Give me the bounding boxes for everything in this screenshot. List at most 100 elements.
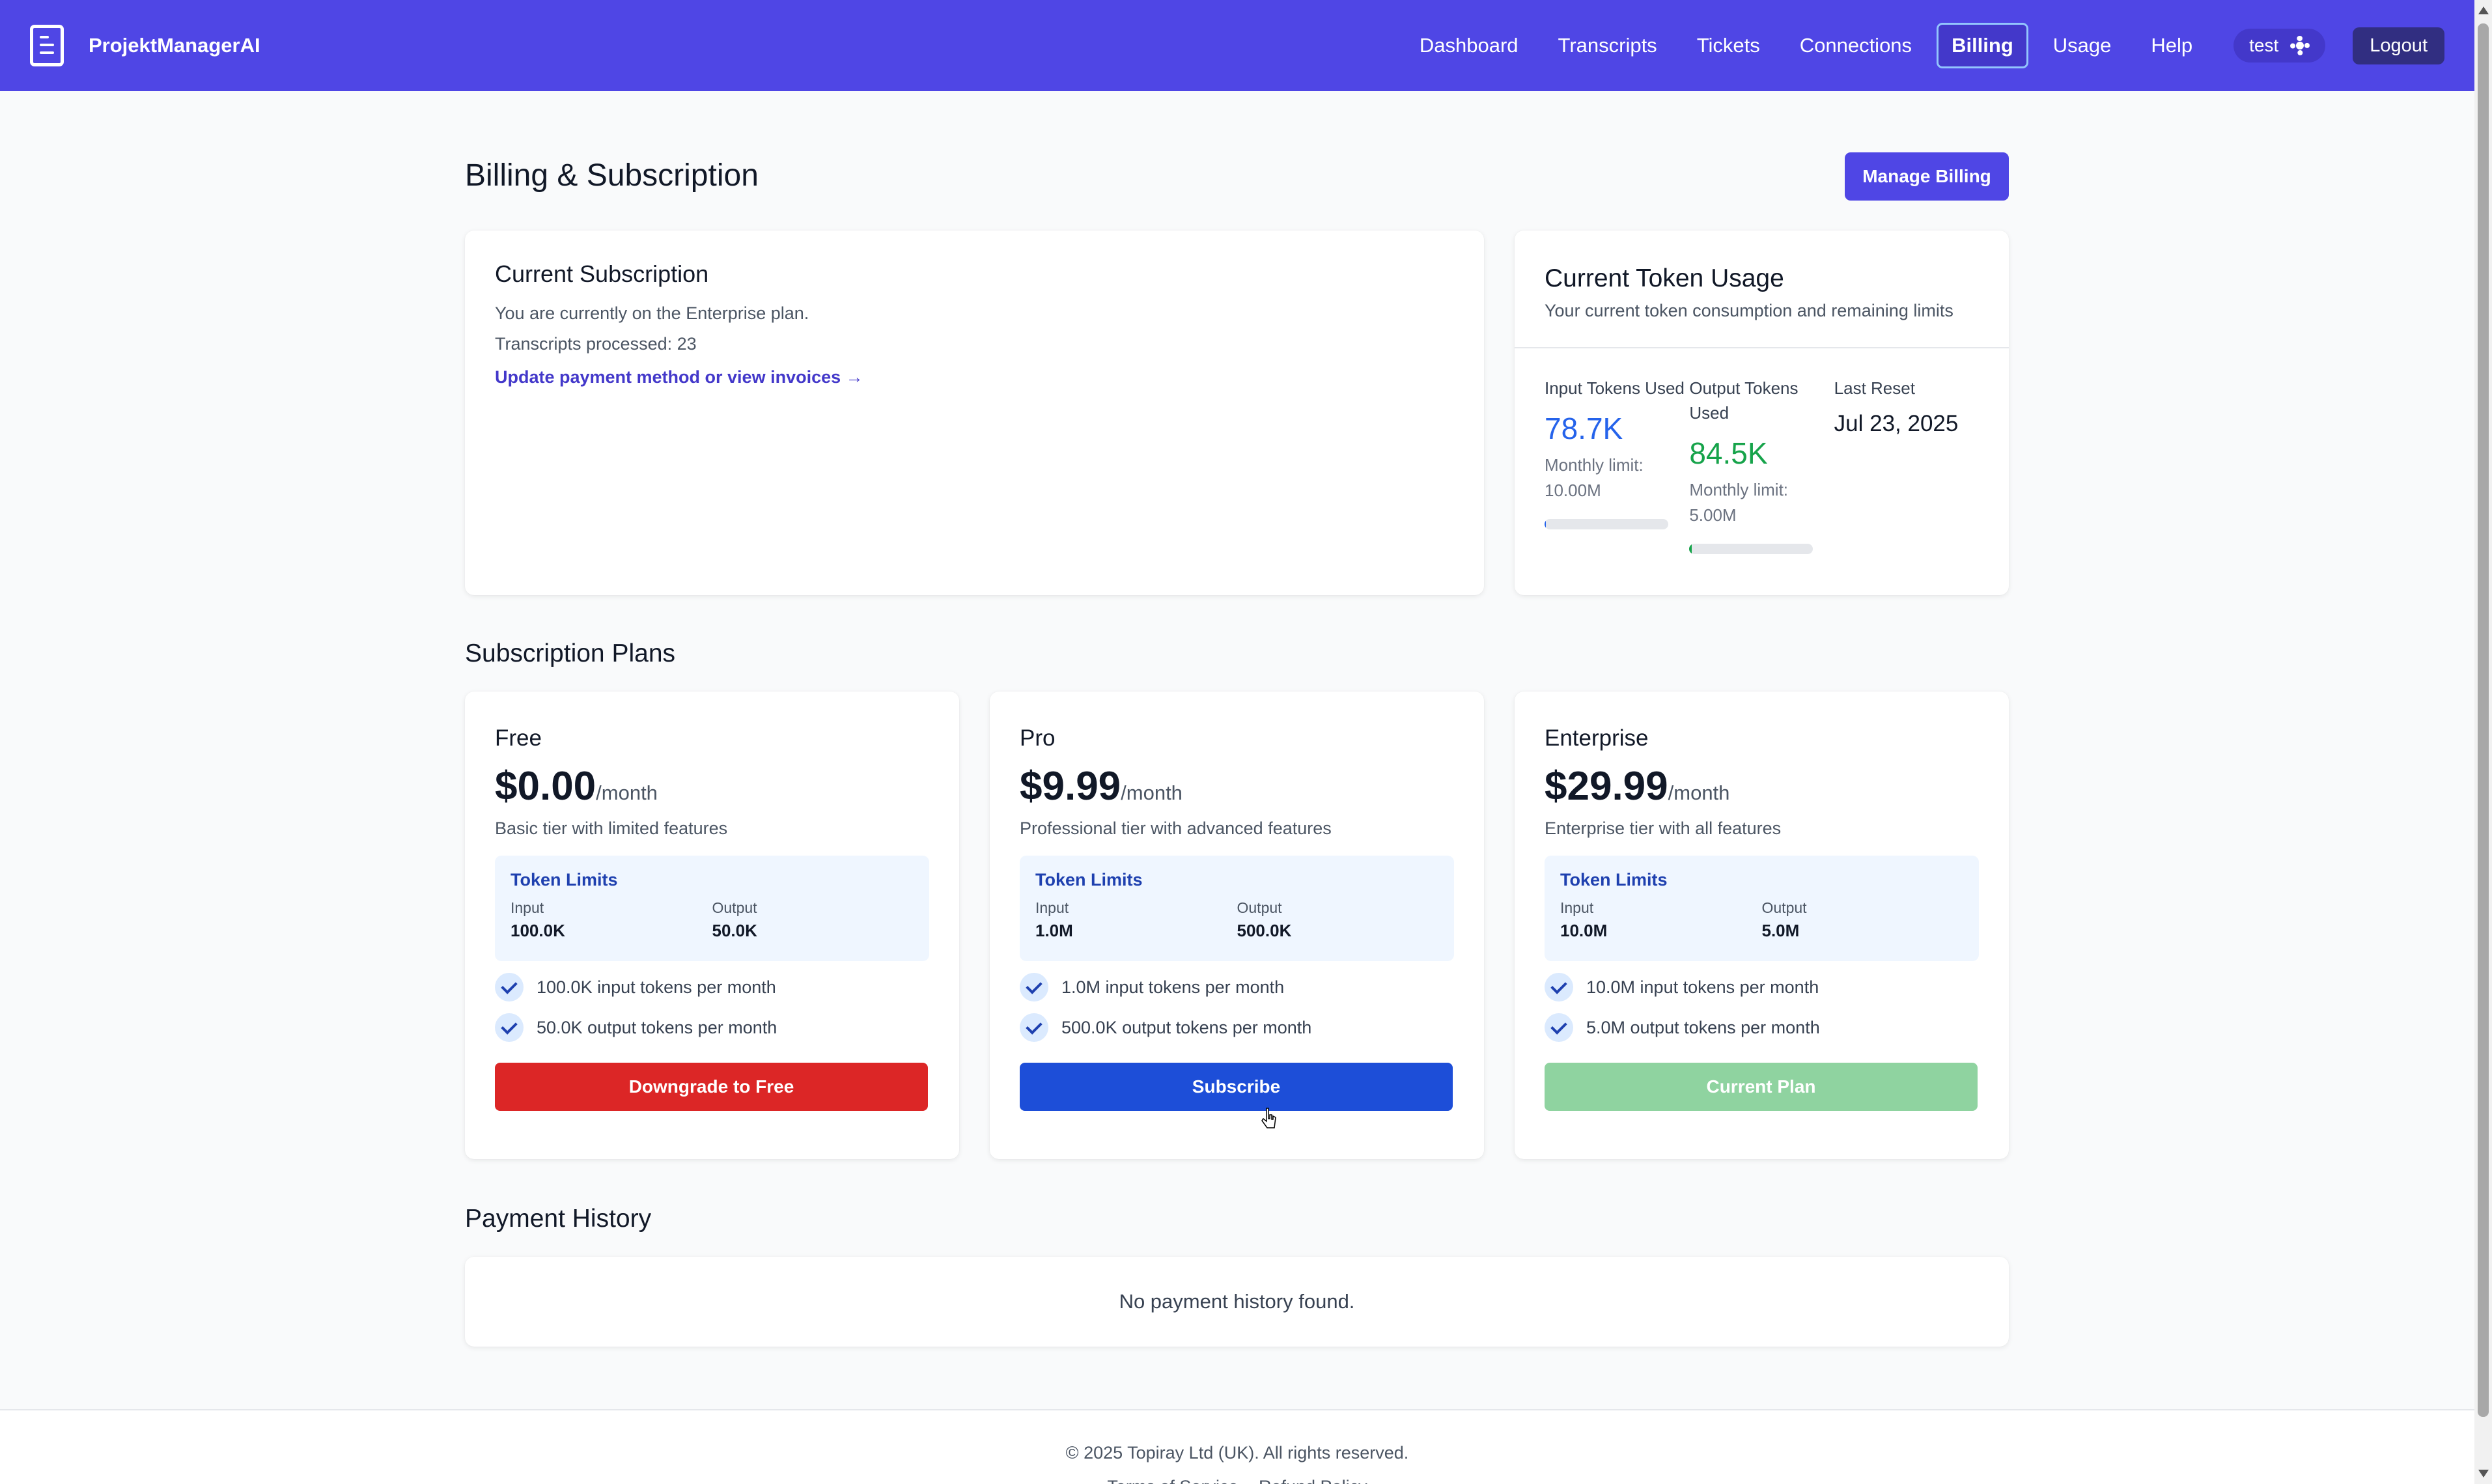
feature-text: 5.0M output tokens per month (1586, 1017, 1820, 1037)
token-limits-title: Token Limits (1560, 870, 1668, 889)
input-usage-bar-fill (1545, 519, 1546, 529)
nav-connections[interactable]: Connections (1799, 34, 1912, 57)
subscribe-button[interactable]: Subscribe (1020, 1063, 1453, 1111)
output-usage-limit: Monthly limit: 5.00M (1689, 480, 1789, 525)
output-usage-value: 84.5K (1689, 436, 1768, 470)
price-period: /month (1668, 781, 1730, 804)
page-title: Billing & Subscription (465, 158, 759, 193)
input-limit-value: 10.0M (1560, 921, 1608, 940)
plan-name: Pro (1020, 725, 1056, 751)
check-icon (1545, 1013, 1573, 1042)
input-limit-label: Input (511, 899, 544, 916)
check-icon (1545, 973, 1573, 1001)
price-amount: $29.99 (1545, 764, 1668, 809)
token-usage-card: Current Token Usage Your current token c… (1515, 231, 2009, 595)
document-logo-icon (30, 25, 64, 66)
price-amount: $9.99 (1020, 764, 1121, 809)
nav-billing[interactable]: Billing (1937, 23, 2028, 68)
output-usage-label: Output Tokens Used (1689, 378, 1799, 423)
token-limits-box: Token Limits Input 1.0M Output 500.0K (1020, 856, 1454, 961)
input-usage-value: 78.7K (1545, 412, 1623, 445)
scroll-thumb[interactable] (2478, 23, 2489, 1417)
feature-text: 50.0K output tokens per month (537, 1017, 777, 1037)
plan-card-enterprise: Enterprise $29.99 /month Enterprise tier… (1515, 692, 2009, 1159)
token-usage-subtitle: Your current token consumption and remai… (1545, 301, 1953, 320)
input-limit-label: Input (1035, 899, 1069, 916)
downgrade-to-free-button[interactable]: Downgrade to Free (495, 1063, 928, 1111)
nav-dashboard[interactable]: Dashboard (1419, 34, 1519, 57)
feature-item: 50.0K output tokens per month (495, 1013, 929, 1042)
input-usage-limit: Monthly limit: 10.00M (1545, 455, 1644, 500)
payment-history-empty: No payment history found. (1119, 1290, 1355, 1313)
last-reset-value: Jul 23, 2025 (1834, 411, 1959, 436)
plan-card-free: Free $0.00 /month Basic tier with limite… (465, 692, 959, 1159)
input-usage-bar (1545, 519, 1668, 529)
scroll-up-arrow-icon[interactable] (2478, 7, 2489, 14)
price-period: /month (596, 781, 658, 804)
plan-card-pro: Pro $9.99 /month Professional tier with … (990, 692, 1484, 1159)
feature-text: 10.0M input tokens per month (1586, 977, 1819, 997)
output-limit-label: Output (1761, 899, 1807, 916)
current-plan-text: You are currently on the Enterprise plan… (495, 303, 809, 323)
last-reset-label: Last Reset (1834, 378, 1915, 398)
footer: © 2025 Topiray Ltd (UK). All rights rese… (0, 1409, 2474, 1484)
plan-description: Enterprise tier with all features (1545, 819, 1782, 838)
mouse-pointer-icon (1261, 1108, 1276, 1128)
token-limits-box: Token Limits Input 100.0K Output 50.0K (495, 856, 929, 961)
top-navbar: ProjektManagerAI Dashboard Transcripts T… (0, 0, 2474, 91)
logout-button[interactable]: Logout (2353, 27, 2444, 64)
output-limit-value: 5.0M (1761, 921, 1800, 940)
check-icon (495, 973, 524, 1001)
check-icon (1020, 1013, 1048, 1042)
manage-billing-button[interactable]: Manage Billing (1845, 152, 2009, 201)
plan-description: Professional tier with advanced features (1020, 819, 1332, 838)
scroll-down-arrow-icon[interactable] (2478, 1470, 2489, 1477)
username: test (2249, 35, 2279, 55)
nav-tickets[interactable]: Tickets (1696, 34, 1760, 57)
payment-history-card: No payment history found. (465, 1257, 2009, 1347)
nav-usage[interactable]: Usage (2052, 34, 2112, 57)
brand[interactable]: ProjektManagerAI (30, 25, 260, 66)
token-limits-box: Token Limits Input 10.0M Output 5.0M (1545, 856, 1979, 961)
refund-policy-link[interactable]: Refund Policy (1259, 1477, 1367, 1484)
feature-item: 500.0K output tokens per month (1020, 1013, 1454, 1042)
current-plan-button: Current Plan (1545, 1063, 1978, 1111)
page-scrollbar[interactable] (2474, 0, 2492, 1484)
gear-icon (2290, 36, 2310, 55)
price-period: /month (1121, 781, 1183, 804)
output-usage-bar-fill (1689, 544, 1692, 554)
feature-item: 1.0M input tokens per month (1020, 973, 1454, 1001)
output-usage-column: Output Tokens Used 84.5K Monthly limit: … (1689, 376, 1834, 554)
output-limit-label: Output (1237, 899, 1282, 916)
output-limit-label: Output (712, 899, 757, 916)
feature-text: 1.0M input tokens per month (1061, 977, 1285, 997)
input-limit-value: 100.0K (511, 921, 565, 940)
update-payment-link[interactable]: Update payment method or view invoices → (495, 367, 863, 387)
input-usage-label: Input Tokens Used (1545, 378, 1685, 398)
feature-text: 500.0K output tokens per month (1061, 1017, 1312, 1037)
price-amount: $0.00 (495, 764, 596, 809)
footer-copyright: © 2025 Topiray Ltd (UK). All rights rese… (1065, 1443, 1409, 1463)
output-limit-value: 50.0K (712, 921, 757, 940)
terms-link[interactable]: Terms of Service (1107, 1477, 1238, 1484)
feature-item: 10.0M input tokens per month (1545, 973, 1979, 1001)
user-settings-chip[interactable]: test (2233, 29, 2326, 63)
token-limits-title: Token Limits (1035, 870, 1143, 889)
current-subscription-card: Current Subscription You are currently o… (465, 231, 1484, 595)
check-icon (495, 1013, 524, 1042)
token-limits-title: Token Limits (511, 870, 618, 889)
nav-transcripts[interactable]: Transcripts (1558, 34, 1657, 57)
plan-name: Free (495, 725, 542, 751)
subscription-title: Current Subscription (495, 260, 709, 287)
token-usage-title: Current Token Usage (1545, 264, 1784, 292)
nav-links: Dashboard Transcripts Tickets Connection… (1395, 23, 2444, 68)
check-icon (1020, 973, 1048, 1001)
nav-help[interactable]: Help (2151, 34, 2193, 57)
transcripts-processed-text: Transcripts processed: 23 (495, 334, 697, 354)
output-usage-bar (1689, 544, 1813, 554)
output-limit-value: 500.0K (1237, 921, 1292, 940)
plan-price: $29.99 /month (1545, 763, 1979, 809)
plan-price: $9.99 /month (1020, 763, 1454, 809)
subscription-plans-title: Subscription Plans (465, 639, 676, 667)
feature-text: 100.0K input tokens per month (537, 977, 776, 997)
